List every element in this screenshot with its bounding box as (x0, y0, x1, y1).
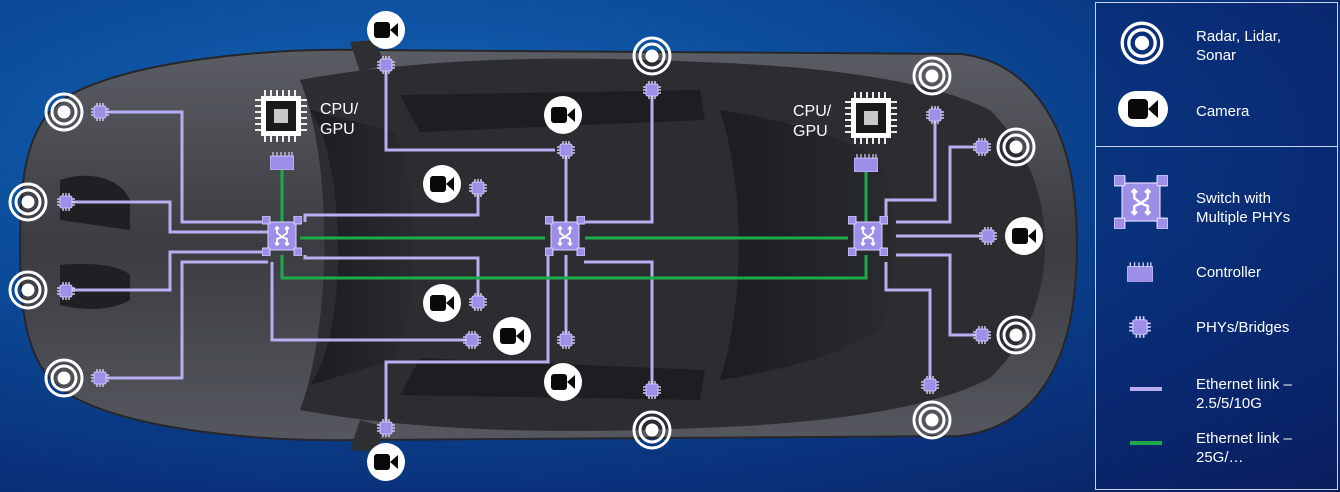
link-fl-radar-top (104, 110, 268, 224)
camera-icon (1005, 217, 1043, 255)
cpu-label-left: CPU/ GPU (320, 101, 359, 138)
car-body (18, 40, 1078, 452)
radar-icon (912, 400, 952, 440)
cpu-label-right: CPU/ GPU (793, 103, 832, 140)
camera-icon (1118, 91, 1168, 127)
legend-controller-label: Controller (1196, 264, 1262, 281)
legend-radar-label: Radar, Lidar, Sonar (1196, 28, 1282, 64)
camera-icon (544, 363, 582, 401)
link-left-cam-top (384, 65, 555, 152)
legend-ethernet-slow-label: Ethernet link – 2.5/5/10G (1196, 376, 1292, 412)
camera-icon (493, 317, 531, 355)
ethernet-links-fast (280, 170, 868, 280)
legend-switch-label: Switch with Multiple PHYs (1196, 190, 1291, 226)
radar-icon (912, 56, 952, 96)
controller-icon (1127, 262, 1153, 282)
switch-left (262, 216, 302, 256)
switch-icon (1114, 175, 1168, 229)
link-right-switch-low1 (896, 253, 982, 337)
radar-icon (996, 315, 1036, 355)
link-right-switch-top1 (884, 115, 937, 222)
cpu-gpu-left-icon (255, 90, 307, 142)
camera-icon (367, 443, 405, 481)
camera-icon (423, 165, 461, 203)
ethernet-slow-swatch (1130, 387, 1162, 391)
legend: Radar, Lidar, Sonar Camera Switch with M… (1095, 2, 1338, 490)
radar-icon (8, 182, 48, 222)
link-fl-radar-mid1 (70, 200, 268, 234)
legend-ethernet-fast-label: Ethernet link – 25G/… (1196, 430, 1292, 466)
link-center-down-2 (584, 260, 654, 390)
camera-icon (544, 96, 582, 134)
radar-icon (44, 92, 84, 132)
link-fl-radar-mid2 (70, 250, 268, 292)
cpu-gpu-right-icon (845, 92, 897, 144)
radar-icon (44, 358, 84, 398)
switch-center (545, 216, 585, 256)
radar-icon (632, 410, 672, 450)
radar-icon (996, 127, 1036, 167)
link-cam-bot-left (270, 262, 472, 342)
ethernet-fast-swatch (1130, 441, 1162, 445)
link-left-cam-bot (384, 255, 550, 428)
legend-phy-label: PHYs/Bridges (1196, 319, 1290, 336)
phy-icon (1128, 315, 1152, 339)
link-right-switch-top2 (896, 145, 982, 224)
link-fl-radar-bot (104, 260, 268, 380)
link-radar-top-center (584, 90, 654, 224)
radar-icon (632, 36, 672, 76)
legend-camera-label: Camera (1196, 103, 1250, 120)
link-right-switch-low2 (884, 262, 932, 385)
switch-right (848, 216, 888, 256)
link-cpu-switch-a (303, 188, 480, 222)
camera-icon (423, 284, 461, 322)
radar-icon (1120, 21, 1164, 65)
camera-icon (367, 11, 405, 49)
fast-link-bottom (280, 255, 868, 280)
legend-divider (1096, 146, 1337, 147)
radar-icon (8, 270, 48, 310)
